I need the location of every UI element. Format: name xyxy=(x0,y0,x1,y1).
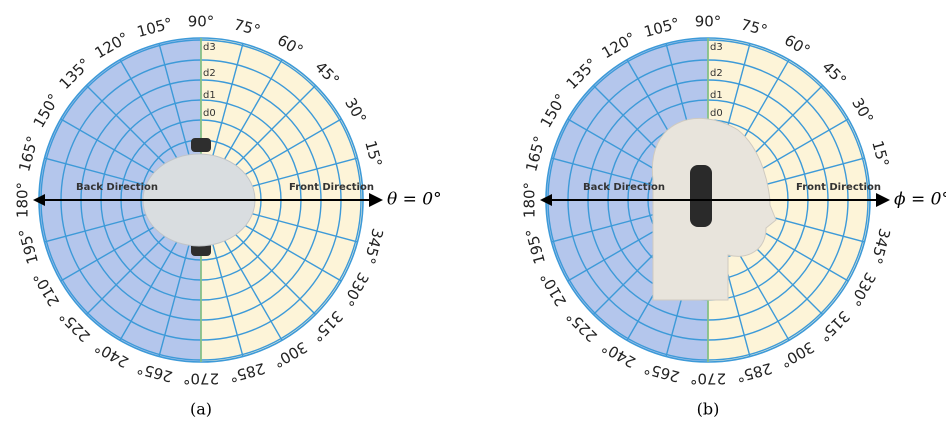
polar-panel: d0 d1 d2 d3 Back Direction Front Direction θ =… xyxy=(14,13,442,419)
angle-label: 270° xyxy=(183,370,219,388)
angle-label: 270° xyxy=(690,370,726,388)
angle-label: 285° xyxy=(734,359,774,386)
ring-label: d3 xyxy=(710,42,723,53)
angle-label: 195° xyxy=(15,226,42,266)
arrow-head xyxy=(876,193,890,207)
angle-label: 165° xyxy=(15,134,42,174)
headphone xyxy=(690,165,712,227)
ring-label: d0 xyxy=(203,108,216,119)
angle-label: 30° xyxy=(848,95,877,127)
ring-label: d1 xyxy=(710,90,723,101)
angle-label: 195° xyxy=(522,226,549,266)
angle-label: 265° xyxy=(135,359,175,386)
ring-label: d1 xyxy=(203,90,216,101)
front-label: Front Direction xyxy=(289,182,374,193)
angle-label: 60° xyxy=(781,31,813,60)
ear xyxy=(191,138,211,152)
angle-label: 45° xyxy=(311,58,343,90)
arrow-head xyxy=(369,193,383,207)
angle-label: 165° xyxy=(522,134,549,174)
figure: d0 d1 d2 d3 Back Direction Front Direction θ =… xyxy=(0,0,946,428)
panel-caption: (a) xyxy=(190,400,212,419)
angle-label: 345° xyxy=(360,226,387,266)
angle-label: 75° xyxy=(739,15,769,39)
ring-label: d3 xyxy=(203,42,216,53)
panel-caption: (b) xyxy=(697,400,720,419)
back-label: Back Direction xyxy=(583,182,665,193)
angle-label: 105° xyxy=(642,14,682,41)
polar-panel: d0 d1 d2 d3 Back Direction Front Direction ϕ =… xyxy=(521,13,946,419)
angle-label: 265° xyxy=(642,359,682,386)
angle-label: 60° xyxy=(274,31,306,60)
ring-label: d2 xyxy=(203,68,216,79)
back-label: Back Direction xyxy=(76,182,158,193)
zero-angle-label: θ = 0° xyxy=(387,190,442,210)
angle-label: 75° xyxy=(232,15,262,39)
angle-label: 90° xyxy=(188,13,215,31)
angle-label: 15° xyxy=(868,139,892,169)
angle-label: 90° xyxy=(695,13,722,31)
angle-label: 180° xyxy=(14,182,32,218)
angle-label: 180° xyxy=(521,182,539,218)
ring-label: d2 xyxy=(710,68,723,79)
angle-label: 285° xyxy=(227,359,267,386)
angle-label: 345° xyxy=(867,226,894,266)
front-label: Front Direction xyxy=(796,182,881,193)
angle-label: 45° xyxy=(818,58,850,90)
angle-label: 15° xyxy=(361,139,385,169)
ring-label: d0 xyxy=(710,108,723,119)
zero-angle-label: ϕ = 0° xyxy=(894,190,946,210)
angle-label: 30° xyxy=(341,95,370,127)
angle-label: 105° xyxy=(135,14,175,41)
